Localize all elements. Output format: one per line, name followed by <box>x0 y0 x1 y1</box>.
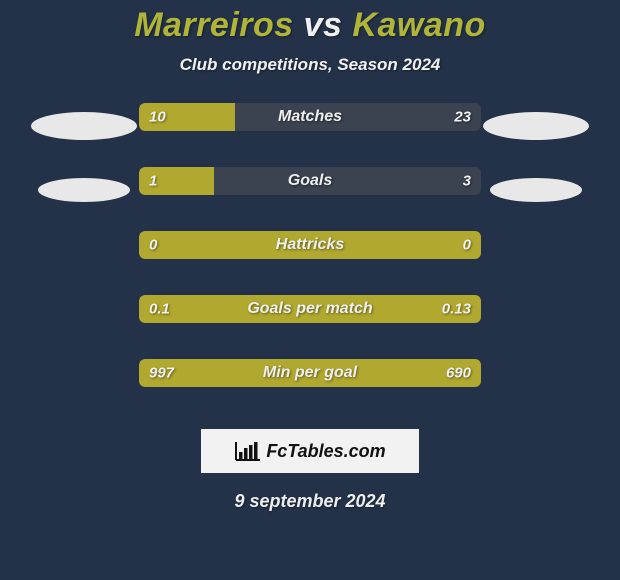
stat-row: 0.1 Goals per match 0.13 <box>0 295 620 341</box>
comparison-card: Marreiros vs Kawano Club competitions, S… <box>0 0 620 512</box>
stat-bar: 1 Goals 3 <box>139 167 481 195</box>
stat-label: Goals per match <box>247 300 372 318</box>
stat-row: 0 Hattricks 0 <box>0 231 620 277</box>
barchart-icon <box>234 440 262 462</box>
badge-ellipse-icon <box>490 178 582 202</box>
stat-value-left: 10 <box>149 109 166 126</box>
logo-box[interactable]: FcTables.com <box>201 429 419 473</box>
stat-bar: 0 Hattricks 0 <box>139 231 481 259</box>
badge-ellipse-icon <box>38 178 130 202</box>
team-badge-right <box>481 178 591 202</box>
stat-value-right: 23 <box>454 109 471 126</box>
logo-text: FcTables.com <box>266 441 385 462</box>
stat-row: 997 Min per goal 690 <box>0 359 620 405</box>
stat-value-left: 997 <box>149 365 174 382</box>
team-badge-right <box>481 112 591 140</box>
stat-bar: 10 Matches 23 <box>139 103 481 131</box>
badge-ellipse-icon <box>31 112 137 140</box>
stat-value-right: 3 <box>463 173 471 190</box>
stat-value-left: 0.1 <box>149 301 170 318</box>
stat-value-right: 0.13 <box>442 301 471 318</box>
team-badge-left <box>29 178 139 202</box>
stat-row: 1 Goals 3 <box>0 167 620 213</box>
stat-label: Min per goal <box>263 364 357 382</box>
title-player2: Kawano <box>352 6 485 44</box>
stat-label: Hattricks <box>276 236 344 254</box>
stat-bar: 0.1 Goals per match 0.13 <box>139 295 481 323</box>
date-label: 9 september 2024 <box>234 491 385 512</box>
stat-label: Goals <box>288 172 332 190</box>
logo: FcTables.com <box>234 440 385 462</box>
stat-label: Matches <box>278 108 342 126</box>
title-player1: Marreiros <box>134 6 293 44</box>
title-vs: vs <box>304 6 343 44</box>
stat-value-right: 690 <box>446 365 471 382</box>
page-title: Marreiros vs Kawano <box>134 6 486 45</box>
stats-section: 10 Matches 23 1 Goals 3 0 Hattricks 0 0.1 Goals pe… <box>0 103 620 423</box>
stat-bar: 997 Min per goal 690 <box>139 359 481 387</box>
stat-value-right: 0 <box>463 237 471 254</box>
team-badge-left <box>29 112 139 140</box>
stat-value-left: 1 <box>149 173 157 190</box>
stat-row: 10 Matches 23 <box>0 103 620 149</box>
subtitle: Club competitions, Season 2024 <box>180 55 441 75</box>
badge-ellipse-icon <box>483 112 589 140</box>
stat-value-left: 0 <box>149 237 157 254</box>
